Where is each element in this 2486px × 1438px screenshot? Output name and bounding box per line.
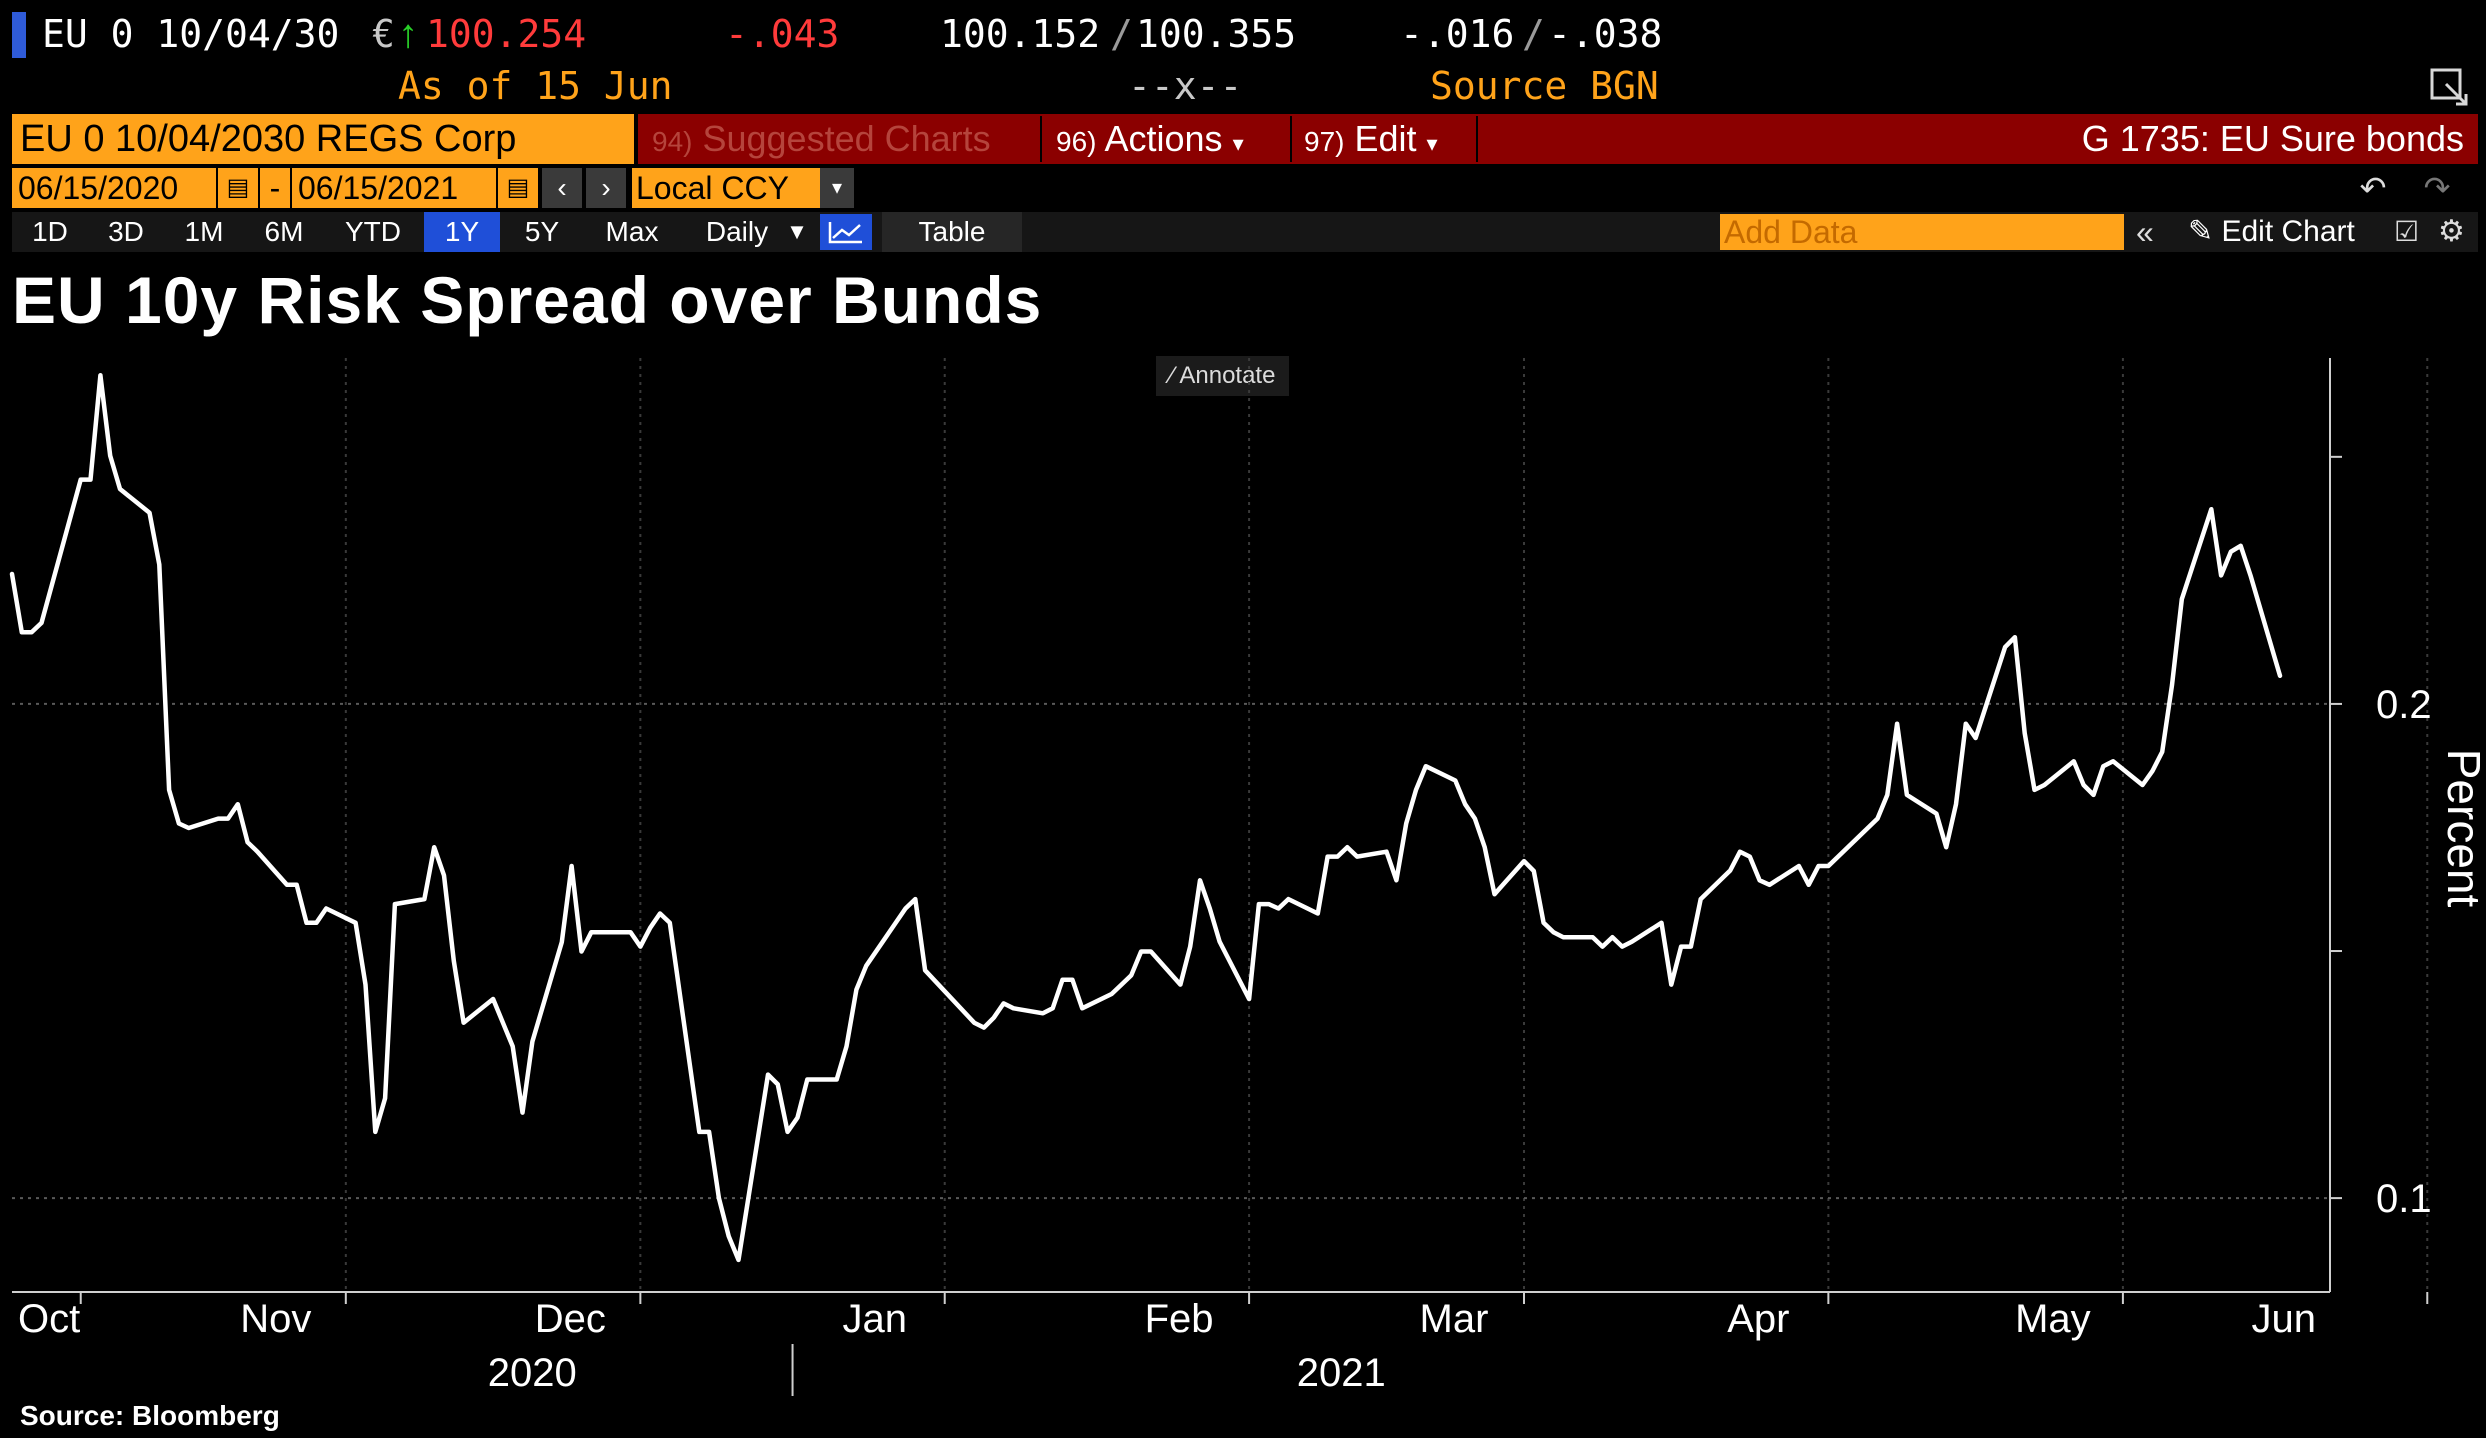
x-tick-label: Apr	[1727, 1297, 1789, 1341]
y-tick-label: 0.2	[2376, 683, 2432, 727]
x-tick-label: Oct	[18, 1297, 80, 1341]
period-5y[interactable]: 5Y	[524, 216, 560, 247]
period-ytd[interactable]: YTD	[345, 216, 401, 247]
mid-marker: --x--	[1128, 64, 1243, 108]
annotate-pencil-icon: ⁄	[1170, 362, 1180, 389]
period-1d[interactable]: 1D	[32, 216, 68, 247]
edit-menu[interactable]: 97) Edit ▾	[1304, 114, 1438, 164]
pencil-icon: ✎	[2188, 215, 2222, 248]
menu-divider	[1476, 116, 1478, 162]
annotate-button[interactable]: ⁄ Annotate	[1156, 356, 1290, 396]
table-button[interactable]: Table	[882, 212, 1022, 252]
chart-title: EU 10y Risk Spread over Bunds	[12, 263, 1043, 337]
frequency-dropdown-icon[interactable]: ▼	[786, 219, 808, 244]
period-6m[interactable]: 6M	[264, 216, 304, 247]
ask-price: 100.355	[1136, 12, 1297, 56]
chart-axes	[12, 358, 2429, 1396]
period-1m[interactable]: 1M	[184, 216, 224, 247]
bid-price: 100.152	[940, 12, 1101, 56]
footer-source: Source: Bloomberg	[20, 1400, 280, 1431]
start-calendar-icon[interactable]: ▤	[218, 168, 258, 208]
actions-dropdown-icon: ▾	[1232, 131, 1244, 156]
price-change: -.043	[725, 12, 840, 56]
gear-icon[interactable]: ⚙	[2438, 215, 2465, 248]
actions-label: Actions	[1104, 118, 1223, 159]
end-calendar-icon[interactable]: ▤	[498, 168, 538, 208]
edit-icon[interactable]: ☑	[2394, 216, 2420, 247]
year-label: 2020	[488, 1351, 577, 1395]
timeframe-bar: 1D 3D 1M 6M YTD 1Y 5Y Max Daily ▼ Table …	[12, 212, 2478, 252]
suggested-charts-label: Suggested Charts	[702, 118, 991, 159]
start-date-field[interactable]: 06/15/2020	[12, 168, 216, 208]
currency-dropdown-icon[interactable]: ▾	[820, 168, 854, 208]
y-axis-label: Percent	[2438, 749, 2486, 908]
chart-grid	[12, 358, 2429, 1292]
date-range-dash: -	[260, 168, 290, 208]
series-line[interactable]	[9, 373, 2283, 1263]
menu-divider	[1290, 116, 1292, 162]
last-price: 100.254	[426, 12, 587, 56]
suggested-charts-number: 94)	[652, 126, 693, 157]
menu-divider	[1040, 116, 1042, 162]
as-of-date: As of 15 Jun	[398, 64, 673, 108]
next-period-button[interactable]: ›	[586, 168, 626, 208]
actions-menu[interactable]: 96) Actions ▾	[1056, 114, 1244, 164]
change-1: -.016	[1400, 12, 1515, 56]
period-1y[interactable]: 1Y	[424, 212, 500, 252]
collapse-icon[interactable]: «	[2136, 214, 2154, 250]
edit-chart-label: Edit Chart	[2221, 215, 2355, 248]
add-data-input[interactable]: Add Data	[1720, 214, 2124, 250]
x-tick-label: Dec	[535, 1297, 606, 1341]
change-separator: /	[1522, 12, 1545, 56]
date-range-bar: 06/15/2020 ▤ - 06/15/2021 ▤ ‹ › Local CC…	[12, 168, 2478, 208]
year-label: 2021	[1297, 1351, 1386, 1395]
ticker-label[interactable]: EU 0 10/04/30	[42, 12, 340, 56]
end-date-field[interactable]: 06/15/2021	[292, 168, 496, 208]
period-max[interactable]: Max	[605, 216, 659, 247]
x-tick-label: Mar	[1420, 1297, 1489, 1341]
action-bar: EU 0 10/04/2030 REGS Corp 94) Suggested …	[12, 114, 2478, 164]
period-3d[interactable]: 3D	[108, 216, 144, 247]
security-color-marker	[12, 12, 26, 58]
edit-chart-button[interactable]: ✎ Edit Chart	[2188, 212, 2355, 252]
edit-number: 97)	[1304, 126, 1345, 157]
group-label[interactable]: G 1735: EU Sure bonds	[2081, 118, 2464, 159]
currency-select[interactable]: Local CCY	[632, 168, 820, 208]
redo-icon[interactable]: ↷	[2423, 170, 2451, 206]
undo-icon[interactable]: ↶	[2359, 170, 2387, 206]
popout-icon[interactable]	[2428, 66, 2470, 108]
line-chart-icon[interactable]	[820, 214, 872, 250]
y-tick-label: 0.1	[2376, 1177, 2432, 1221]
up-arrow-icon: ↑	[398, 12, 418, 56]
security-field[interactable]: EU 0 10/04/2030 REGS Corp	[12, 114, 634, 164]
frequency-select[interactable]: Daily	[705, 216, 769, 247]
menu-bar-background	[638, 114, 2478, 164]
x-tick-label: Jan	[842, 1297, 907, 1341]
pricing-source: Source BGN	[1430, 64, 1659, 108]
edit-label: Edit	[1354, 118, 1417, 159]
suggested-charts-button[interactable]: 94) Suggested Charts	[652, 114, 991, 164]
bid-ask-separator: /	[1110, 12, 1133, 56]
edit-dropdown-icon: ▾	[1426, 131, 1438, 156]
x-tick-label: Feb	[1145, 1297, 1214, 1341]
x-tick-label: May	[2015, 1297, 2091, 1341]
actions-number: 96)	[1056, 126, 1097, 157]
annotate-label: Annotate	[1179, 362, 1276, 389]
currency-symbol: €	[372, 12, 395, 56]
prev-period-button[interactable]: ‹	[542, 168, 582, 208]
change-2: -.038	[1548, 12, 1663, 56]
x-tick-label: Nov	[240, 1297, 311, 1341]
x-tick-label: Jun	[2252, 1297, 2317, 1341]
